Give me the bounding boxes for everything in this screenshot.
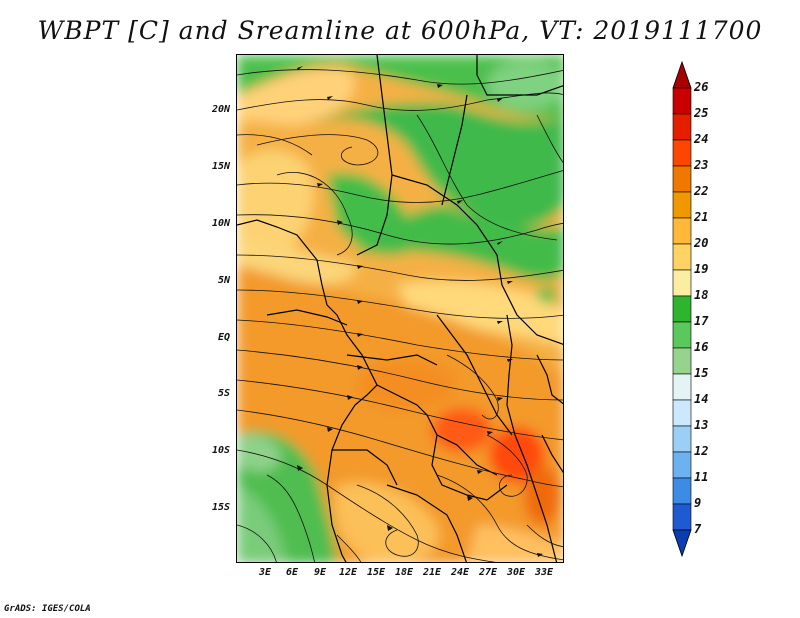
lat-label-5n: 5N — [217, 275, 230, 286]
colorbar-label: 23 — [694, 158, 709, 172]
colorbar-swatch — [672, 425, 692, 453]
colorbar-swatch — [672, 347, 692, 375]
lon-label-12e: 12E — [338, 567, 358, 578]
colorbar-label: 13 — [694, 418, 709, 432]
colorbar-label: 9 — [694, 496, 702, 510]
lon-label-24e: 24E — [450, 567, 470, 578]
lon-label-21e: 21E — [422, 567, 442, 578]
colorbar-swatch — [672, 451, 692, 479]
lon-label-30e: 30E — [506, 567, 526, 578]
colorbar-swatch — [672, 399, 692, 427]
colorbar-top-arrow — [672, 60, 692, 89]
colorbar-swatch — [672, 321, 692, 349]
streamline-arrows — [297, 66, 543, 557]
lon-label-15e: 15E — [366, 567, 386, 578]
colorbar-swatch — [672, 87, 692, 115]
lat-label-10n: 10N — [211, 218, 230, 229]
colorbar-label: 21 — [694, 210, 709, 224]
map-panel[interactable] — [236, 54, 564, 563]
colorbar-label: 12 — [694, 444, 709, 458]
lon-label-27e: 27E — [478, 567, 498, 578]
colorbar-label: 14 — [694, 392, 709, 406]
colorbar-label: 22 — [694, 184, 709, 198]
lon-label-3e: 3E — [258, 567, 272, 578]
colorbar-label: 19 — [694, 262, 709, 276]
colorbar-label: 25 — [694, 106, 709, 120]
colorbar-swatch — [672, 373, 692, 401]
lat-label-10s: 10S — [211, 445, 230, 456]
lat-label-15s: 15S — [211, 502, 230, 513]
colorbar-label: 16 — [694, 340, 709, 354]
colorbar-label: 7 — [694, 522, 702, 536]
colorbar-swatch — [672, 243, 692, 271]
lon-label-9e: 9E — [313, 567, 327, 578]
colorbar-label: 15 — [694, 366, 709, 380]
lon-label-33e: 33E — [534, 567, 554, 578]
colorbar-swatch — [672, 191, 692, 219]
lat-label-eq: EQ — [217, 332, 230, 343]
colorbar-label: 18 — [694, 288, 709, 302]
colorbar-label: 24 — [694, 132, 709, 146]
streamlines — [237, 69, 563, 562]
colorbar-swatch — [672, 269, 692, 297]
colorbar-swatch — [672, 113, 692, 141]
colorbar-swatch — [672, 139, 692, 167]
wbpt-field — [237, 55, 563, 562]
grads-credit: GrADS: IGES/COLA — [4, 604, 91, 614]
colorbar-swatch — [672, 477, 692, 505]
colorbar — [672, 60, 692, 558]
colorbar-label: 11 — [694, 470, 709, 484]
colorbar-swatch — [672, 295, 692, 323]
colorbar-swatch — [672, 503, 692, 531]
colorbar-label: 17 — [694, 314, 709, 328]
colorbar-swatch — [672, 165, 692, 193]
colorbar-label: 20 — [694, 236, 709, 250]
colorbar-label: 26 — [694, 80, 709, 94]
colorbar-swatch — [672, 217, 692, 245]
colorbar-bottom-arrow — [672, 529, 692, 558]
lat-label-5s: 5S — [217, 388, 230, 399]
lon-label-6e: 6E — [285, 567, 299, 578]
lon-label-18e: 18E — [394, 567, 414, 578]
map-title: WBPT [C] and Sreamline at 600hPa, VT: 20… — [37, 16, 763, 45]
lat-label-20n: 20N — [211, 104, 230, 115]
lat-label-15n: 15N — [211, 161, 230, 172]
